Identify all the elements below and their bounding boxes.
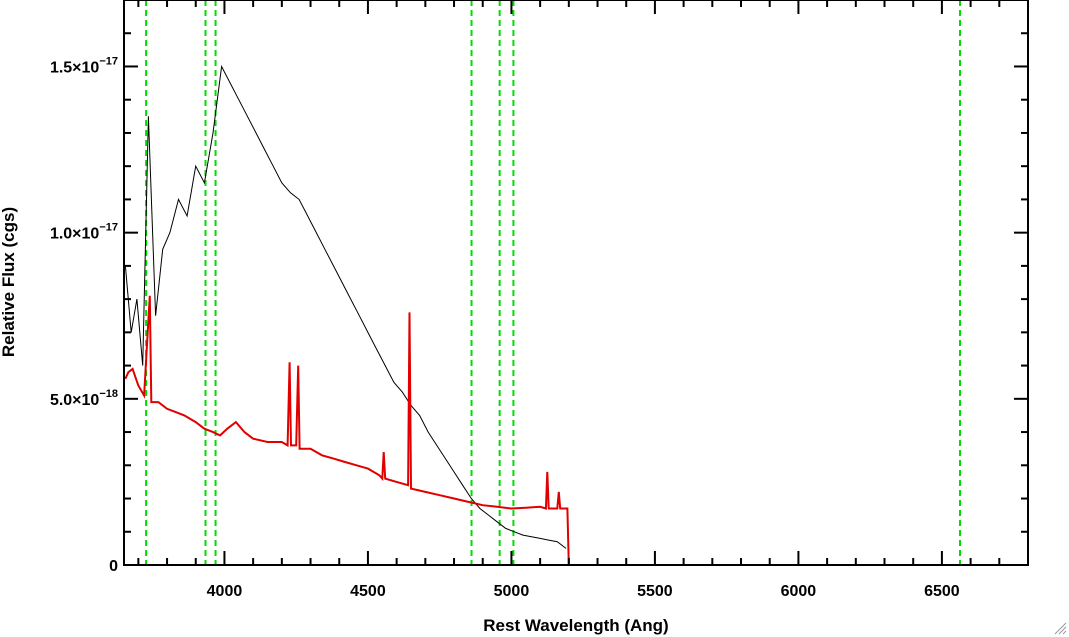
x-tick-label: 5500 xyxy=(637,583,673,600)
y-tick-label: 0 xyxy=(109,558,118,575)
axis-ticks: 4000 4500 5000 5500 6000 6500 0 5.0×10−18 1.0×10… xyxy=(50,0,1029,600)
plot-frame xyxy=(123,0,1029,566)
observed-spectrum-line xyxy=(124,64,567,549)
x-axis-label: Rest Wavelength (Ang) xyxy=(483,616,668,635)
y-axis-label: Relative Flux (cgs) xyxy=(0,207,18,357)
y-tick-label: 5.0×10−18 xyxy=(50,388,118,409)
x-tick-label: 4000 xyxy=(207,583,243,600)
reference-lines xyxy=(145,0,961,565)
template-spectrum-line xyxy=(124,295,1028,565)
y-tick-label: 1.0×10−17 xyxy=(50,222,118,243)
y-tick-label: 1.5×10−17 xyxy=(50,55,118,76)
x-tick-label: 6500 xyxy=(924,583,960,600)
x-tick-label: 4500 xyxy=(350,583,386,600)
x-tick-label: 5000 xyxy=(494,583,530,600)
spectra xyxy=(124,64,1028,565)
x-tick-label: 6000 xyxy=(781,583,817,600)
resize-grip-icon[interactable] xyxy=(1053,621,1067,635)
